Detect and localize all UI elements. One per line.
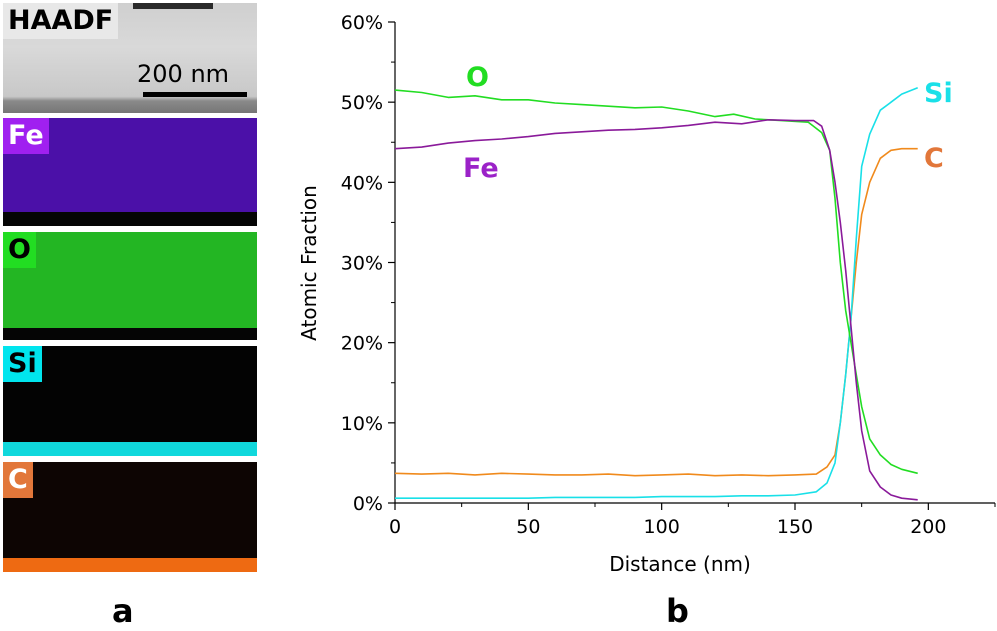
x-tick-label: 0 xyxy=(389,516,401,538)
y-tick-label: 50% xyxy=(341,92,383,114)
y-axis-label: Atomic Fraction xyxy=(297,185,321,341)
fe-map-band xyxy=(3,212,257,226)
series-label-c: C xyxy=(924,143,944,174)
o-map: O xyxy=(3,232,257,340)
o-map-fill xyxy=(3,232,257,328)
y-tick-label: 40% xyxy=(341,172,383,194)
series-line-si xyxy=(395,86,918,500)
panel-a-letter: a xyxy=(112,592,134,630)
si-map-label: Si xyxy=(3,346,42,382)
si-map-fill xyxy=(3,346,257,442)
haadf-top-dark xyxy=(133,3,213,9)
chart-axes: 0% 10% 20% 30% 40% 50% 60% 0 50 100 150 200 xyxy=(341,12,996,538)
si-map: Si xyxy=(3,346,257,456)
y-tick-label: 10% xyxy=(341,413,383,435)
x-tick-label: 150 xyxy=(777,516,813,538)
o-map-label: O xyxy=(3,232,36,268)
scale-bar-label: 200 nm xyxy=(137,60,230,88)
haadf-label: HAADF xyxy=(3,3,119,39)
chart-series: O Fe Si C xyxy=(394,62,953,501)
y-tick-label: 30% xyxy=(341,253,383,275)
x-tick-label: 50 xyxy=(516,516,540,538)
series-label-si: Si xyxy=(924,78,953,109)
c-map-band xyxy=(3,558,257,572)
x-axis-label: Distance (nm) xyxy=(609,552,751,576)
fe-map: Fe xyxy=(3,118,257,226)
series-label-fe: Fe xyxy=(463,153,499,184)
haadf-panel: HAADF 200 nm xyxy=(3,3,257,113)
series-line-fe xyxy=(394,119,918,501)
fe-map-label: Fe xyxy=(3,118,49,154)
panel-b-letter: b xyxy=(666,592,689,630)
si-map-band xyxy=(3,442,257,456)
x-tick-label: 200 xyxy=(910,516,946,538)
y-tick-label: 60% xyxy=(341,12,383,34)
x-tick-label: 100 xyxy=(644,516,680,538)
c-map-label: C xyxy=(3,462,33,498)
series-label-o: O xyxy=(466,62,489,93)
c-map-fill xyxy=(3,462,257,558)
scale-bar xyxy=(143,92,247,97)
series-line-c xyxy=(394,147,918,477)
o-map-band xyxy=(3,328,257,340)
c-map: C xyxy=(3,462,257,572)
series-line-o xyxy=(394,89,918,475)
y-tick-label: 20% xyxy=(341,333,383,355)
y-tick-label: 0% xyxy=(353,493,383,515)
